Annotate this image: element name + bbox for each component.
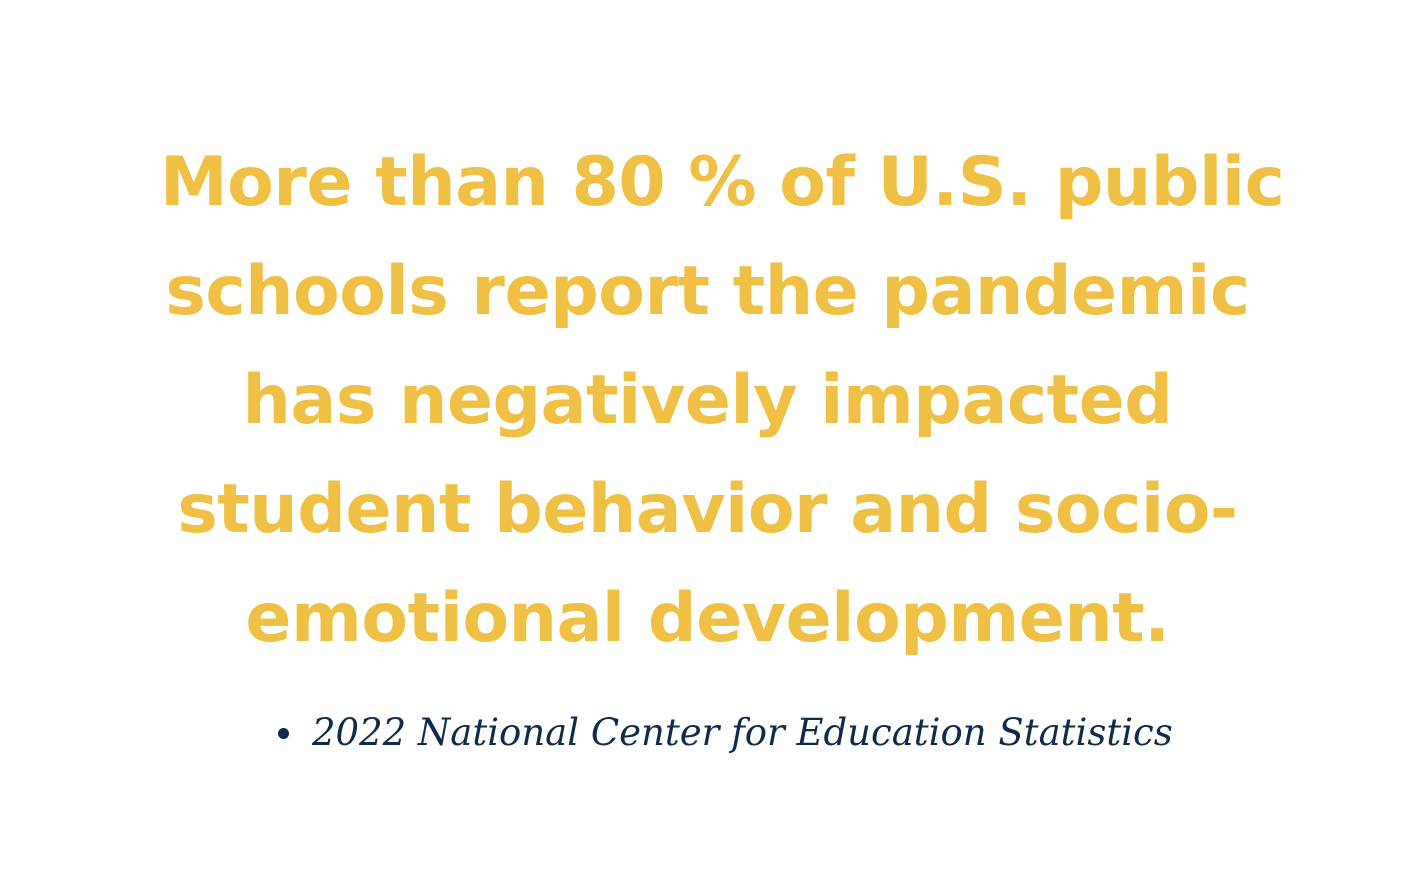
quote-line-4: student behavior and socio- [177, 470, 1238, 549]
quote-text: More than 80 % of U.S. public schools re… [160, 128, 1285, 673]
pull-quote: More than 80 % of U.S. public schools re… [0, 128, 1415, 673]
quote-line-1: More than 80 % of U.S. public [160, 143, 1285, 222]
source-citation: 2022 National Center for Education Stati… [312, 711, 1173, 754]
quote-line-5: emotional development. [245, 579, 1170, 658]
quote-line-2: schools report the pandemic [165, 252, 1250, 331]
quote-line-3: has negatively impacted [242, 361, 1173, 440]
source-list: 2022 National Center for Education Stati… [274, 707, 1173, 759]
source-item: 2022 National Center for Education Stati… [274, 707, 1173, 759]
bullet-icon [278, 728, 289, 739]
